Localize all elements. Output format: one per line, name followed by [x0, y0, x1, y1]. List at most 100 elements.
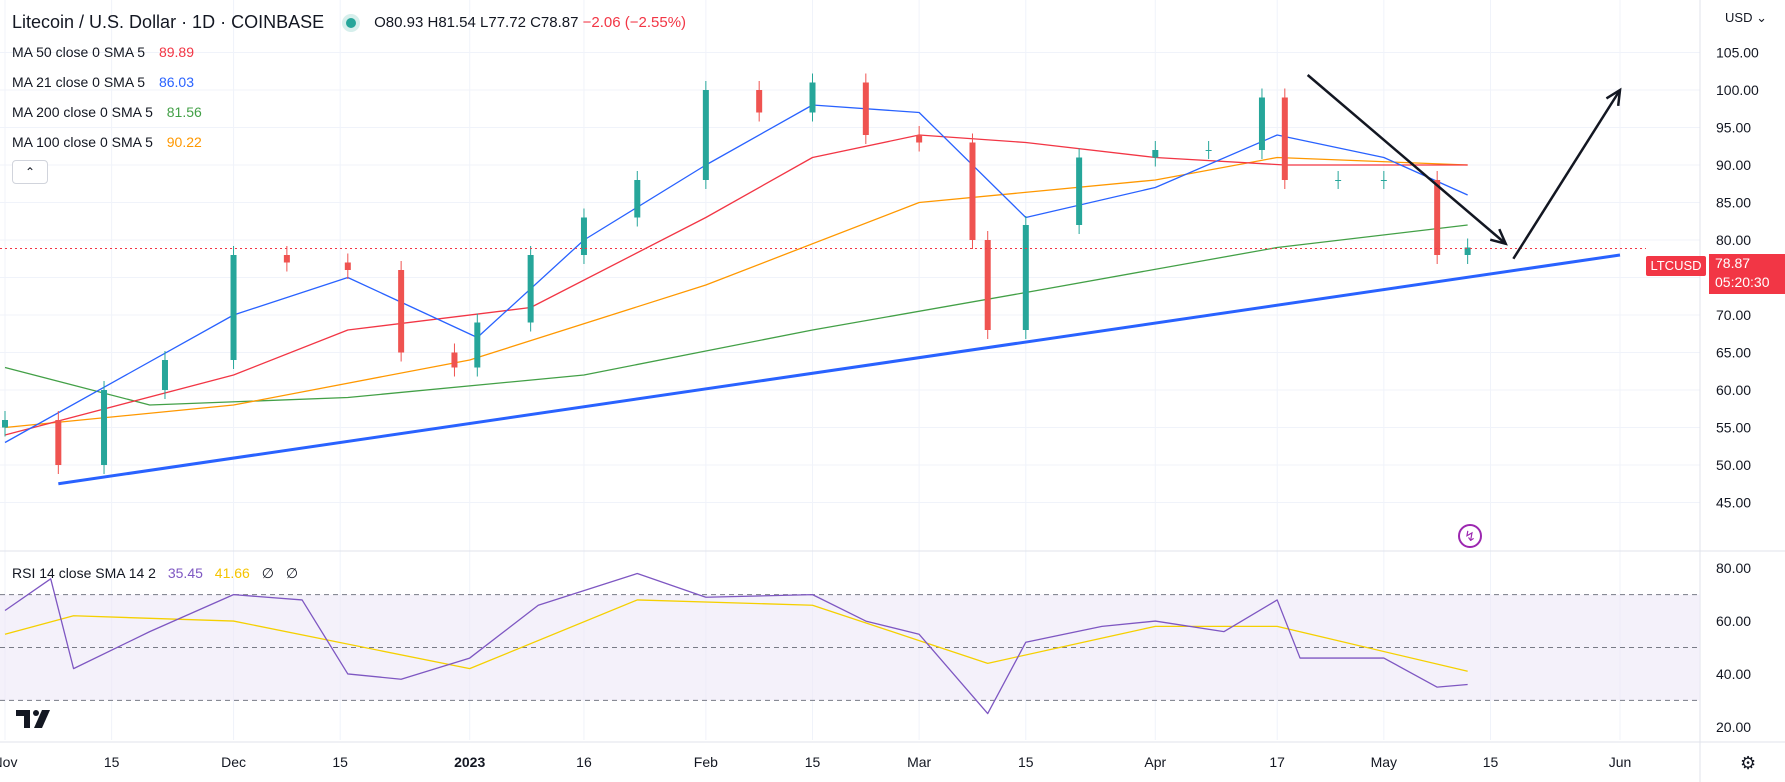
- candle-body: [1152, 150, 1159, 158]
- price-tick-label: 45.00: [1716, 495, 1751, 511]
- support-trendline: [58, 253, 1621, 486]
- rsi-tick-label: 60.00: [1716, 613, 1751, 629]
- indicator-value: 90.22: [166, 134, 202, 150]
- time-tick-label: 2023: [454, 754, 485, 770]
- currency-label: USD: [1725, 10, 1753, 25]
- currency-selector[interactable]: USD ⌄: [1725, 10, 1767, 25]
- candle-body: [1464, 247, 1471, 255]
- ohlc-close: C78.87: [530, 14, 579, 31]
- time-tick-label: May: [1371, 754, 1397, 770]
- last-price: 78.87: [1715, 255, 1751, 271]
- rsi-label: RSI 14 close SMA 14 2: [12, 565, 156, 581]
- indicator-label: MA 50 close 0 SMA 5: [12, 44, 146, 60]
- chevron-up-icon: ⌃: [24, 165, 36, 179]
- tradingview-logo: [16, 710, 50, 728]
- rsi-extra-value: ∅: [261, 565, 274, 581]
- time-tick-label: 15: [104, 754, 120, 770]
- time-tick-label: 15: [332, 754, 348, 770]
- candle-body: [527, 255, 534, 323]
- price-tick-label: 85.00: [1716, 195, 1751, 211]
- time-tick-label: 15: [1483, 754, 1499, 770]
- candle-body: [344, 262, 351, 270]
- candle-body: [756, 90, 763, 113]
- rsi-ma-line: [4, 599, 1468, 672]
- rsi-extra-value-2: ∅: [285, 565, 299, 581]
- symbol-title[interactable]: Litecoin / U.S. Dollar · 1D · COINBASE: [12, 12, 325, 32]
- candle-body: [2, 420, 8, 428]
- arrow-line: [1306, 74, 1507, 245]
- gear-icon[interactable]: ⚙: [1740, 753, 1757, 773]
- candle-body: [969, 142, 976, 240]
- time-tick-label: 15: [805, 754, 821, 770]
- candle-body: [580, 217, 587, 255]
- indicator-ma50[interactable]: MA 50 close 0 SMA 5 89.89: [12, 44, 194, 60]
- time-tick-label: 15: [1018, 754, 1034, 770]
- chart-header: Litecoin / U.S. Dollar · 1D · COINBASE O…: [12, 12, 686, 33]
- last-price-tag: 78.87 05:20:30: [1709, 254, 1785, 294]
- arrow-head: [1489, 228, 1508, 246]
- candle-body: [1335, 180, 1342, 181]
- time-tick-label: Feb: [694, 754, 718, 770]
- candle-body: [916, 135, 923, 143]
- ma100-line: [4, 156, 1468, 429]
- indicator-label: MA 100 close 0 SMA 5: [12, 134, 153, 150]
- price-tick-label: 60.00: [1716, 382, 1751, 398]
- candle-body: [1022, 225, 1029, 330]
- time-tick-label: Jun: [1609, 754, 1632, 770]
- bar-countdown: 05:20:30: [1715, 274, 1770, 290]
- price-tick-label: 100.00: [1716, 82, 1759, 98]
- candle-body: [1076, 157, 1083, 225]
- indicator-label: MA 21 close 0 SMA 5: [12, 74, 146, 90]
- indicator-ma200[interactable]: MA 200 close 0 SMA 5 81.56: [12, 104, 202, 120]
- candle-body: [809, 82, 816, 113]
- rsi-line: [4, 572, 1468, 715]
- price-tick-label: 50.00: [1716, 457, 1751, 473]
- candle-body: [1380, 180, 1387, 181]
- indicator-label: MA 200 close 0 SMA 5: [12, 104, 153, 120]
- arrow-line: [1512, 89, 1622, 260]
- price-tick-label: 55.00: [1716, 420, 1751, 436]
- indicator-ma21[interactable]: MA 21 close 0 SMA 5 86.03: [12, 74, 194, 90]
- candle-body: [55, 420, 62, 465]
- ohlc-change: −2.06 (−2.55%): [582, 14, 687, 31]
- candle-body: [862, 82, 869, 135]
- market-status-icon: [346, 17, 357, 28]
- time-tick-label: Apr: [1144, 754, 1166, 770]
- arrow-head: [1605, 87, 1622, 107]
- price-tick-label: 95.00: [1716, 120, 1751, 136]
- candle-body: [283, 255, 290, 263]
- rsi-legend[interactable]: RSI 14 close SMA 14 2 35.45 41.66 ∅ ∅: [12, 565, 306, 582]
- candle-body: [702, 90, 709, 180]
- candle-body: [474, 322, 481, 368]
- collapse-legend-button[interactable]: ⌃: [12, 160, 48, 184]
- price-tick-label: 90.00: [1716, 157, 1751, 173]
- indicator-ma100[interactable]: MA 100 close 0 SMA 5 90.22: [12, 134, 202, 150]
- price-tick-label: 105.00: [1716, 45, 1759, 61]
- ohlc-low: L77.72: [480, 14, 526, 31]
- price-tick-label: 65.00: [1716, 345, 1751, 361]
- time-tick-label: 17: [1269, 754, 1285, 770]
- candle-body: [1205, 150, 1212, 151]
- rsi-value: 35.45: [167, 565, 203, 581]
- candle-body: [398, 270, 405, 353]
- candle-body: [1434, 180, 1441, 255]
- candle-body: [634, 180, 641, 218]
- symbol-price-tag: LTCUSD: [1646, 256, 1706, 276]
- rsi-tick-label: 20.00: [1716, 719, 1751, 735]
- rsi-tick-label: 80.00: [1716, 560, 1751, 576]
- time-tick-label: Nov: [0, 754, 17, 770]
- rsi-ma-value: 41.66: [214, 565, 250, 581]
- price-tick-label: 70.00: [1716, 307, 1751, 323]
- time-tick-label: 16: [576, 754, 592, 770]
- price-tick-label: 80.00: [1716, 232, 1751, 248]
- ohlc-open: O80.93: [374, 14, 424, 31]
- candle-body: [101, 390, 108, 465]
- time-tick-label: Dec: [221, 754, 246, 770]
- indicator-value: 86.03: [158, 74, 195, 90]
- candle-body: [984, 240, 991, 330]
- candle-body: [161, 360, 168, 390]
- ma200-line: [4, 224, 1468, 406]
- flash-icon[interactable]: ↯: [1458, 524, 1482, 548]
- candle-body: [230, 255, 237, 360]
